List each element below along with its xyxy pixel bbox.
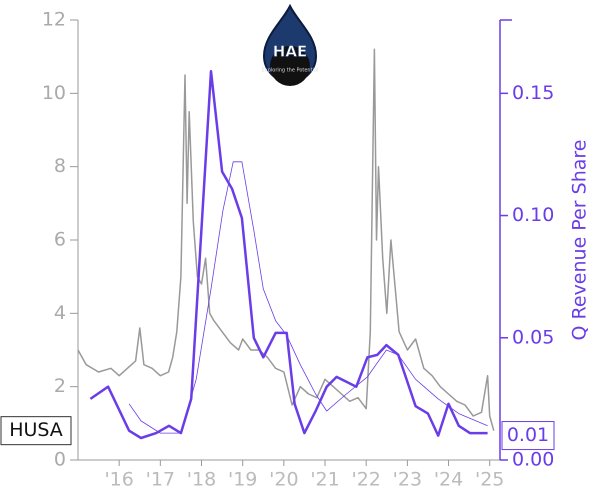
y-tick-label: 12 xyxy=(42,9,66,31)
y2-tick-label: 0.10 xyxy=(512,204,554,226)
y-tick-label: 8 xyxy=(54,155,66,177)
ticker-label: HUSA xyxy=(9,419,63,441)
y-tick-label: 2 xyxy=(54,375,66,397)
x-tick-label: '19 xyxy=(228,469,257,491)
logo-circle xyxy=(270,46,310,86)
x-tick-label: '17 xyxy=(146,469,175,491)
x-tick-label: '16 xyxy=(104,469,133,491)
x-tick-label: '18 xyxy=(187,469,216,491)
y2-tick-label: 0.15 xyxy=(512,82,554,104)
x-tick-label: '25 xyxy=(475,469,504,491)
y2-tick-label: 0.00 xyxy=(512,449,554,471)
logo: HAE Exploring the Potential xyxy=(262,3,319,86)
x-tick-label: '24 xyxy=(434,469,463,491)
y-tick-label: 10 xyxy=(42,82,66,104)
y2-axis-label: Q Revenue Per Share xyxy=(569,140,591,341)
logo-subtext: Exploring the Potential xyxy=(262,68,319,74)
series-line xyxy=(89,70,488,440)
value-box xyxy=(501,421,555,451)
x-tick-label: '22 xyxy=(351,469,380,491)
x-tick-label: '21 xyxy=(310,469,339,491)
ticker-box xyxy=(0,416,72,446)
x-tick-label: '23 xyxy=(393,469,422,491)
y-tick-label: 4 xyxy=(54,302,66,324)
y-tick-label: 0 xyxy=(54,449,66,471)
y-tick-label: 6 xyxy=(54,229,66,251)
x-tick-label: '20 xyxy=(269,469,298,491)
value-label: 0.01 xyxy=(507,424,549,446)
series-line xyxy=(77,48,495,431)
logo-text: HAE xyxy=(273,43,307,61)
series-line xyxy=(128,161,488,434)
y2-tick-label: 0.05 xyxy=(512,326,554,348)
